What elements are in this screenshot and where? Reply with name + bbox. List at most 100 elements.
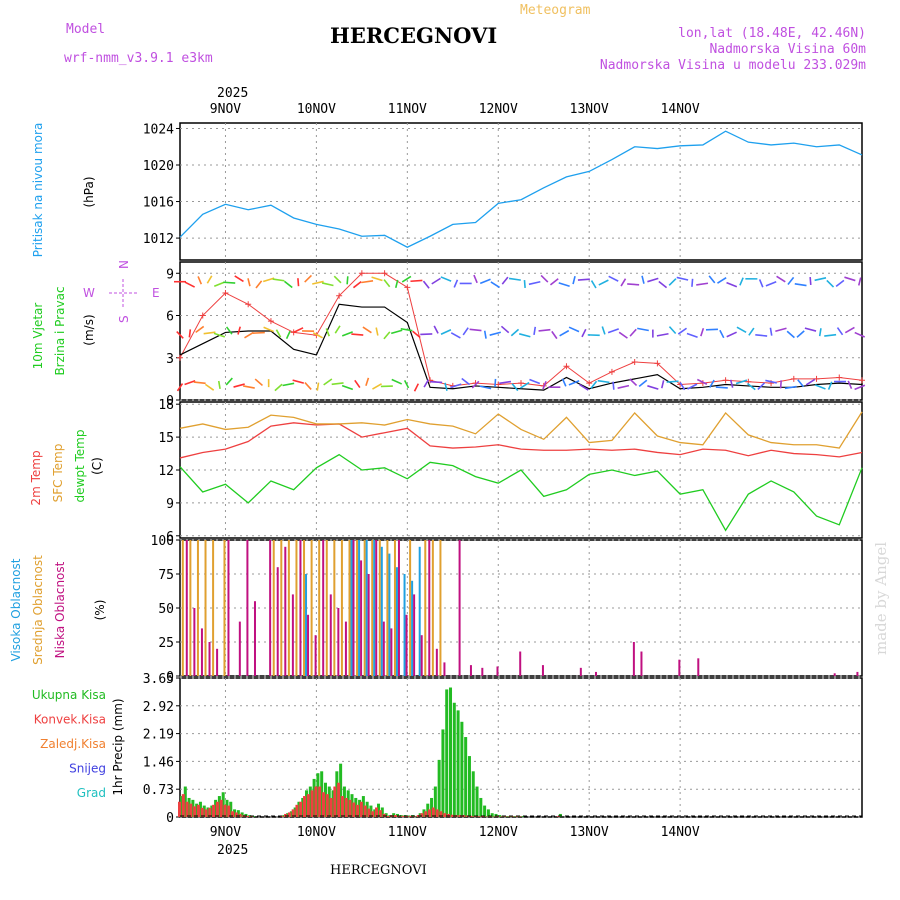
wind-gust-marker bbox=[245, 301, 252, 308]
precip-bar-total bbox=[286, 813, 290, 817]
wind-dir-arrow bbox=[440, 276, 452, 282]
ytick-label-wind-3: 9 bbox=[166, 267, 174, 282]
precip-bar-conv bbox=[337, 782, 341, 817]
cloud-bar-low bbox=[253, 601, 256, 676]
precip-bar-conv bbox=[204, 809, 208, 817]
wind-dir-arrow bbox=[551, 330, 558, 340]
wind-dir-arrow bbox=[500, 325, 510, 334]
wind-dir-arrow bbox=[483, 330, 487, 339]
wind-dir-arrow bbox=[383, 279, 391, 288]
wind-dir-arrow bbox=[403, 379, 410, 389]
wind-dir-arrow bbox=[647, 385, 659, 390]
cloud-bar-low bbox=[640, 651, 643, 676]
cloud-bar-low bbox=[246, 540, 249, 676]
wind-dir-arrow bbox=[462, 327, 469, 336]
precip-bar-total bbox=[339, 763, 343, 817]
precip-bar-total bbox=[509, 816, 513, 817]
wind-dir-arrow bbox=[331, 382, 344, 386]
wind-dir-arrow bbox=[263, 326, 275, 333]
wind-dir-arrow bbox=[213, 332, 226, 338]
wind-dir-arrow bbox=[394, 279, 399, 289]
precip-bar-conv bbox=[181, 794, 185, 817]
wind-dir-arrow bbox=[365, 377, 370, 386]
precip-legend-4: Grad bbox=[77, 786, 106, 800]
wind-dir-arrow bbox=[729, 379, 734, 388]
wind-dir-arrow bbox=[471, 380, 480, 389]
wind-dir-arrow bbox=[637, 327, 649, 332]
wind-dir-arrow bbox=[390, 329, 403, 335]
wind-dir-arrow bbox=[234, 275, 244, 283]
cloud-bar-mid bbox=[371, 540, 374, 676]
precip-legend-3: Snijeg bbox=[69, 762, 106, 776]
precip-legend-0: Ukupna Kisa bbox=[32, 688, 106, 702]
cloud-bar-mid bbox=[393, 540, 396, 676]
precip-bar-conv bbox=[212, 804, 216, 817]
wind-dir-arrow bbox=[726, 281, 738, 288]
cloud-bar-mid bbox=[325, 540, 328, 676]
cloud-bar-low bbox=[519, 651, 522, 676]
precip-bar-total bbox=[327, 786, 331, 817]
precip-bar-total bbox=[312, 778, 316, 817]
precip-bar-total bbox=[490, 813, 494, 817]
precip-bar-conv bbox=[431, 807, 435, 817]
wind-dir-arrow bbox=[499, 380, 512, 385]
cloud-label-3: (%) bbox=[93, 600, 107, 621]
wind-dir-arrow bbox=[581, 328, 587, 338]
precip-bar-conv bbox=[352, 802, 356, 817]
cloud-bar-high bbox=[403, 574, 406, 676]
wind-dir-arrow bbox=[844, 326, 855, 334]
cloud-bar-low bbox=[314, 635, 317, 676]
precip-bar-total bbox=[418, 813, 422, 817]
precip-bar-total bbox=[449, 687, 453, 817]
precip-bar-total bbox=[498, 815, 502, 817]
xtick-top-13NOV: 13NOV bbox=[570, 102, 609, 117]
wind-gust-marker bbox=[381, 270, 388, 277]
precip-bar-conv bbox=[386, 815, 390, 817]
precip-bar-total bbox=[456, 710, 460, 817]
wind-dir-arrow bbox=[533, 326, 537, 335]
cloud-bar-high bbox=[418, 546, 421, 676]
wind-dir-arrow bbox=[715, 386, 728, 389]
wind-dir-arrow bbox=[316, 382, 320, 391]
precip-bar-total bbox=[433, 786, 437, 817]
ytick-label-precipitation-1: 0.73 bbox=[143, 783, 174, 798]
precip-bar-conv bbox=[348, 799, 352, 817]
cloud-bar-high bbox=[305, 574, 308, 676]
wind-dir-arrow bbox=[444, 382, 448, 391]
wind-dir-arrow bbox=[549, 278, 559, 286]
cloud-bar-low bbox=[329, 594, 332, 676]
wind-dir-arrow bbox=[696, 378, 708, 385]
wind-dir-arrow bbox=[413, 383, 420, 392]
cloud-bar-low bbox=[632, 642, 635, 676]
cloud-bar-low bbox=[185, 540, 188, 676]
wind-dir-arrow bbox=[758, 279, 764, 288]
precip-bar-conv bbox=[178, 801, 181, 817]
cloud-bar-mid bbox=[287, 540, 290, 676]
cloud-bar-high bbox=[365, 540, 368, 676]
temp-label-2: dewpt Temp bbox=[73, 430, 87, 503]
precip-bar-total bbox=[187, 797, 191, 817]
xtick-bottom-14NOV: 14NOV bbox=[661, 825, 700, 840]
wind-dir-arrow bbox=[255, 280, 263, 289]
ytick-label-clouds-3: 75 bbox=[158, 568, 174, 583]
temp-label-3: (C) bbox=[90, 457, 104, 475]
precip-bar-conv bbox=[284, 813, 288, 817]
precip-bar-total bbox=[191, 799, 195, 817]
ytick-label-precipitation-2: 1.46 bbox=[143, 755, 174, 770]
cloud-bar-high bbox=[350, 540, 353, 676]
precip-bar-conv bbox=[329, 797, 333, 817]
wind-gust-marker bbox=[608, 368, 615, 375]
cloud-bar-mid bbox=[386, 540, 389, 676]
precip-bar-conv bbox=[295, 804, 299, 817]
cloud-bar-low bbox=[579, 667, 582, 676]
wind-dir-arrow bbox=[383, 331, 391, 340]
wind-gust-marker bbox=[836, 374, 843, 381]
wind-label-1: 10m Vjetar bbox=[31, 303, 45, 370]
cloud-bar-mid bbox=[204, 540, 207, 676]
precip-bar-total bbox=[202, 805, 206, 817]
wind-dir-arrow bbox=[206, 275, 213, 284]
wind-dir-arrow bbox=[453, 279, 459, 288]
wind-dir-arrow bbox=[796, 330, 805, 338]
cloud-bar-low bbox=[397, 540, 400, 676]
cloud-bar-low bbox=[291, 594, 294, 676]
